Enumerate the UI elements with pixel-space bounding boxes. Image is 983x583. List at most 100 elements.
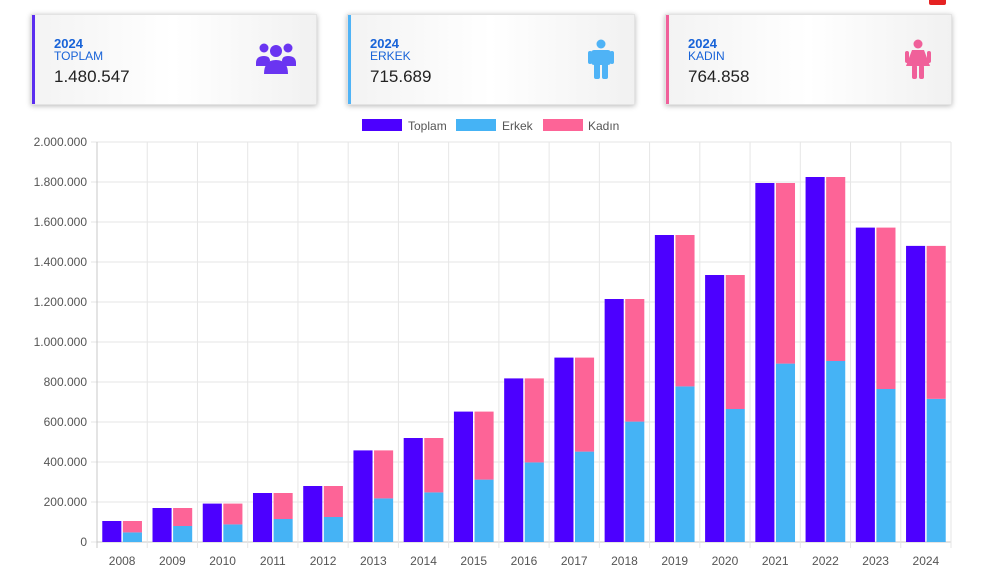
users-icon: [256, 41, 296, 80]
x-tick-label: 2016: [511, 554, 538, 568]
y-tick-label: 400.000: [44, 455, 88, 469]
bar-erkek: [574, 451, 595, 542]
card-year: 2024: [688, 36, 717, 51]
legend-label: Kadın: [588, 119, 619, 133]
y-tick-label: 800.000: [44, 375, 88, 389]
bar-kadin: [323, 486, 343, 517]
legend-label: Toplam: [408, 119, 447, 133]
x-tick-label: 2010: [209, 554, 236, 568]
bar-toplam: [252, 493, 273, 542]
bar-erkek: [524, 462, 544, 542]
bar-toplam: [554, 357, 574, 542]
card-accent-bar: [348, 15, 351, 104]
y-tick-label: 0: [80, 535, 87, 549]
notification-marker: [929, 0, 946, 5]
bar-toplam: [353, 450, 373, 542]
card-total: 2024 TOPLAM 1.480.547: [31, 14, 317, 105]
bar-toplam: [102, 521, 122, 542]
y-tick-label: 600.000: [44, 415, 88, 429]
y-tick-label: 1.200.000: [34, 295, 88, 309]
y-tick-label: 1.400.000: [34, 255, 88, 269]
bar-kadin: [826, 177, 846, 361]
x-tick-label: 2017: [561, 554, 588, 568]
bar-toplam: [504, 378, 524, 542]
male-icon: [588, 39, 614, 84]
card-label: TOPLAM: [54, 49, 104, 63]
card-value: 1.480.547: [54, 67, 130, 86]
card-value: 764.858: [688, 67, 750, 86]
y-tick-label: 1.000.000: [34, 335, 88, 349]
bar-erkek: [675, 386, 695, 542]
y-tick-label: 200.000: [44, 495, 88, 509]
x-tick-label: 2018: [611, 554, 638, 568]
bar-toplam: [403, 438, 423, 542]
bar-toplam: [303, 486, 323, 542]
card-year: 2024: [370, 36, 399, 51]
bar-kadin: [474, 411, 494, 480]
bar-erkek: [173, 526, 193, 542]
bar-kadin: [725, 275, 745, 409]
x-tick-label: 2014: [410, 554, 437, 568]
card-male: 2024 ERKEK 715.689: [347, 14, 635, 105]
x-tick-label: 2011: [260, 554, 286, 568]
bar-kadin: [775, 183, 796, 364]
bar-kadin: [876, 227, 896, 389]
bar-kadin: [424, 438, 444, 493]
bar-erkek: [625, 421, 645, 542]
bar-kadin: [574, 357, 595, 452]
bar-toplam: [805, 177, 825, 542]
card-label: KADIN: [688, 49, 725, 63]
card-female: 2024 KADIN 764.858: [665, 14, 952, 105]
bar-erkek: [926, 398, 946, 542]
y-tick-label: 2.000.000: [34, 135, 88, 149]
bar-toplam: [755, 183, 775, 542]
female-icon: [905, 39, 931, 84]
bar-kadin: [524, 378, 544, 463]
card-value: 715.689: [370, 67, 432, 86]
card-accent-bar: [666, 15, 669, 104]
x-tick-label: 2013: [360, 554, 387, 568]
legend-swatch: [456, 119, 496, 131]
bar-toplam: [604, 299, 624, 542]
bar-kadin: [273, 493, 293, 519]
x-tick-label: 2009: [159, 554, 186, 568]
x-tick-label: 2023: [862, 554, 889, 568]
bar-erkek: [122, 532, 142, 542]
legend-swatch: [362, 119, 402, 131]
x-tick-label: 2020: [712, 554, 739, 568]
bar-erkek: [775, 363, 796, 542]
legend-swatch: [543, 119, 583, 131]
bar-toplam: [202, 503, 222, 542]
x-tick-label: 2019: [661, 554, 688, 568]
bar-toplam: [654, 235, 674, 542]
bar-erkek: [474, 479, 494, 542]
x-tick-label: 2008: [109, 554, 136, 568]
bar-kadin: [223, 503, 243, 525]
bar-erkek: [826, 361, 846, 542]
bar-kadin: [374, 450, 394, 499]
x-tick-label: 2024: [913, 554, 940, 568]
x-tick-label: 2012: [310, 554, 337, 568]
bar-erkek: [725, 409, 745, 542]
bar-kadin: [926, 245, 946, 399]
bar-erkek: [876, 389, 896, 542]
legend-label: Erkek: [502, 119, 534, 133]
bar-erkek: [273, 519, 293, 542]
bar-kadin: [122, 521, 142, 533]
bar-kadin: [625, 299, 645, 422]
x-tick-label: 2015: [460, 554, 487, 568]
y-tick-label: 1.800.000: [34, 175, 88, 189]
bar-erkek: [323, 517, 343, 542]
bar-toplam: [906, 245, 926, 542]
bar-kadin: [675, 235, 695, 387]
card-accent-bar: [32, 15, 35, 104]
x-tick-label: 2021: [762, 554, 789, 568]
y-tick-label: 1.600.000: [34, 215, 88, 229]
bar-toplam: [705, 275, 725, 542]
bar-erkek: [223, 524, 243, 542]
bar-erkek: [424, 492, 444, 542]
bar-toplam: [453, 411, 474, 542]
bar-toplam: [152, 508, 172, 542]
card-year: 2024: [54, 36, 83, 51]
